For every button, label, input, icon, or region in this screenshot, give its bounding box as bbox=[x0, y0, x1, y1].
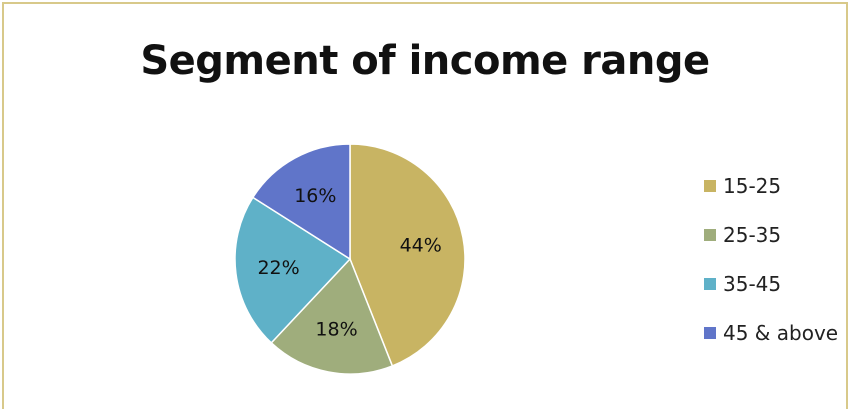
legend-item: 15-25 bbox=[704, 174, 838, 198]
legend-swatch bbox=[704, 278, 716, 290]
chart-title: Segment of income range bbox=[140, 38, 710, 84]
legend-label: 45 & above bbox=[723, 321, 839, 345]
data-label: 22% bbox=[257, 257, 299, 279]
legend-label: 25-35 bbox=[723, 223, 782, 247]
legend-label: 35-45 bbox=[723, 272, 782, 296]
data-label: 44% bbox=[400, 235, 442, 257]
legend-item: 25-35 bbox=[704, 223, 838, 247]
legend-label: 15-25 bbox=[723, 174, 782, 198]
data-label: 18% bbox=[315, 319, 357, 341]
legend-item: 45 & above bbox=[704, 321, 838, 345]
legend-swatch bbox=[704, 327, 716, 339]
legend-swatch bbox=[704, 229, 716, 241]
pie-slice-35-45 bbox=[234, 196, 352, 344]
legend: 15-25 25-35 35-45 45 & above bbox=[704, 174, 838, 370]
pie-slice-25-35 bbox=[270, 257, 394, 375]
legend-swatch bbox=[704, 180, 716, 192]
chart-frame: Segment of income range 44% 18% 22% 16% 15-… bbox=[2, 2, 848, 409]
pie-slice-45-above bbox=[251, 143, 351, 261]
data-label: 16% bbox=[294, 185, 336, 207]
pie-slice-15-25 bbox=[349, 143, 466, 367]
legend-item: 35-45 bbox=[704, 272, 838, 296]
pie-chart: 44% 18% 22% 16% bbox=[234, 143, 466, 375]
